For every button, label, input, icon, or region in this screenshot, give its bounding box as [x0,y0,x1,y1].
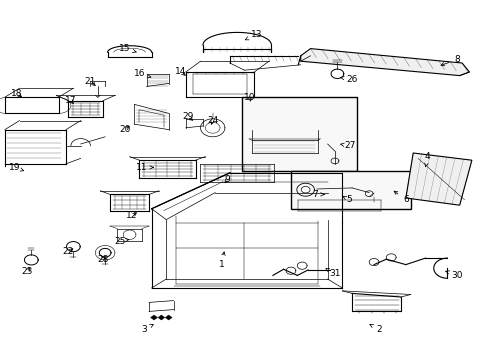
Bar [242,97,356,171]
Text: 19: 19 [9,163,23,172]
Text: 6: 6 [393,191,408,204]
Text: 13: 13 [245,30,262,40]
Text: 4: 4 [424,152,430,167]
Text: 17: 17 [65,96,77,105]
Text: 26: 26 [340,75,357,84]
Text: 16: 16 [133,69,151,78]
Text: 5: 5 [343,195,352,204]
Text: 3: 3 [141,324,153,334]
Polygon shape [158,315,164,320]
Polygon shape [301,186,309,193]
Text: 28: 28 [97,255,108,264]
Text: 10: 10 [243,93,255,102]
Text: 25: 25 [114,237,128,246]
Polygon shape [300,49,468,76]
Polygon shape [405,153,471,205]
Text: 29: 29 [182,112,194,121]
Text: 12: 12 [126,211,138,220]
Text: 7: 7 [312,190,324,199]
Text: 9: 9 [224,175,230,184]
Text: 14: 14 [175,68,186,77]
Polygon shape [165,315,172,320]
Text: 11: 11 [136,163,153,172]
Text: 31: 31 [325,269,340,278]
Text: 30: 30 [445,271,462,280]
Text: 2: 2 [369,324,381,334]
Text: 1: 1 [218,252,224,269]
Polygon shape [150,315,157,320]
Text: 18: 18 [11,89,23,98]
Text: 15: 15 [119,44,136,53]
Text: 27: 27 [340,141,355,150]
Text: 22: 22 [62,248,74,256]
Text: 24: 24 [206,116,218,125]
Text: 8: 8 [440,55,459,66]
Text: 21: 21 [84,77,96,86]
Bar [290,171,410,209]
Text: 20: 20 [119,125,130,134]
Text: 23: 23 [21,267,33,276]
